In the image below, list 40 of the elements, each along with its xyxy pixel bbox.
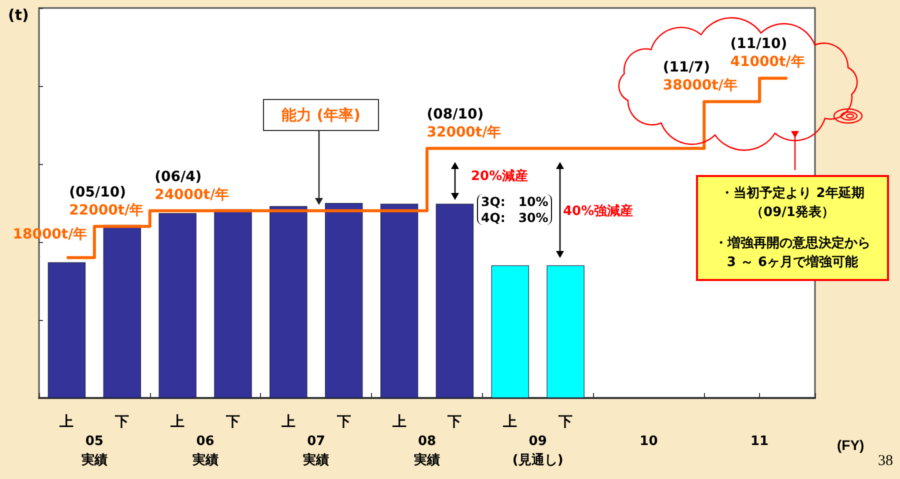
annotation: ・増強再開の意思決定から3 ～ 6ヶ月で増強可能 xyxy=(714,234,872,272)
bracket-box: 3Q: 10% 4Q: 30% xyxy=(477,194,552,226)
x-tick-label: 下 xyxy=(446,413,462,429)
bar xyxy=(270,206,308,398)
text: 09 (見通し) xyxy=(511,433,564,470)
text: 07 実績 xyxy=(302,433,330,470)
text: 05 実績 xyxy=(80,433,108,470)
text: 11 xyxy=(750,433,770,451)
text: 08 実績 xyxy=(413,433,441,470)
bar xyxy=(491,265,529,398)
x-tick-label: 下 xyxy=(114,413,130,429)
data-label: (06/4) 24000t/年 xyxy=(154,168,230,203)
bar xyxy=(380,204,418,398)
x-tick-label: 下 xyxy=(225,413,240,429)
x-tick-label: 上 xyxy=(58,413,74,429)
label-box: 能力 (年率) xyxy=(263,99,379,131)
text: 10 xyxy=(638,433,659,451)
bar xyxy=(546,265,584,398)
bar xyxy=(325,203,363,398)
x-tick-label: 上 xyxy=(502,413,518,429)
text: 38 xyxy=(878,452,893,471)
callout-box: ・当初予定より 2年延期（09/1発表） ・増強再開の意思決定から3 ～ 6ヶ月で増強可能 xyxy=(696,175,889,281)
data-label: (05/10) 22000t/年 xyxy=(69,184,144,218)
x-axis-title: (FY) xyxy=(837,437,864,453)
x-tick-label: 上 xyxy=(280,413,296,429)
annotation: ・当初予定より 2年延期（09/1発表） xyxy=(720,185,866,222)
data-label: (11/10) 41000t/年 xyxy=(730,36,805,70)
bar xyxy=(436,204,474,398)
x-tick-label: 上 xyxy=(391,413,406,429)
bar xyxy=(214,209,252,398)
x-tick-label: 下 xyxy=(558,413,573,429)
x-tick-label: 上 xyxy=(170,413,185,429)
annotation: 40%強減産 xyxy=(563,204,634,220)
bar xyxy=(48,262,86,398)
x-tick-label: 下 xyxy=(336,413,351,429)
bar xyxy=(158,213,196,398)
annotation: 20%減産 xyxy=(471,169,528,186)
data-label: (08/10) 32000t/年 xyxy=(426,106,502,140)
text: 06 実績 xyxy=(191,433,220,470)
y-axis-title: (t) xyxy=(8,6,29,25)
